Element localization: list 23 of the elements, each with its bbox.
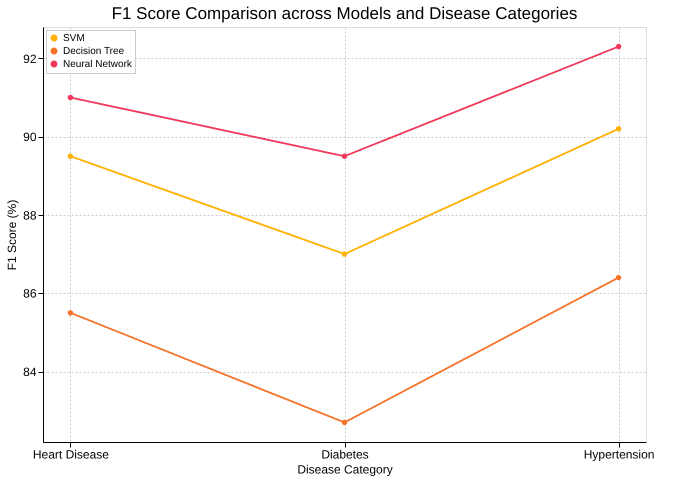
y-tick-label: 88 (23, 208, 37, 222)
point (68, 153, 74, 159)
point (342, 420, 348, 426)
y-tick-label: 92 (23, 52, 37, 66)
x-tick-label: Diabetes (321, 448, 369, 462)
y-tick-label: 90 (23, 130, 37, 144)
y-axis-title: F1 Score (%) (5, 200, 20, 270)
x-axis-title: Disease Category (297, 462, 393, 476)
legend-label: Neural Network (63, 59, 133, 70)
legend-label: Decision Tree (63, 46, 125, 57)
x-tick-label: Heart Disease (32, 448, 110, 462)
point (342, 153, 348, 159)
point (68, 310, 74, 316)
x-tick-label: Hypertension (584, 448, 654, 462)
chart-title: F1 Score Comparison across Models and Disease Categories (112, 4, 578, 23)
point (68, 94, 74, 100)
point (616, 44, 622, 50)
point (616, 274, 622, 280)
legend-label: SVM (63, 33, 85, 44)
point (342, 251, 348, 257)
point (616, 126, 622, 132)
y-tick-label: 84 (23, 365, 37, 380)
y-tick-label: 86 (23, 286, 37, 301)
